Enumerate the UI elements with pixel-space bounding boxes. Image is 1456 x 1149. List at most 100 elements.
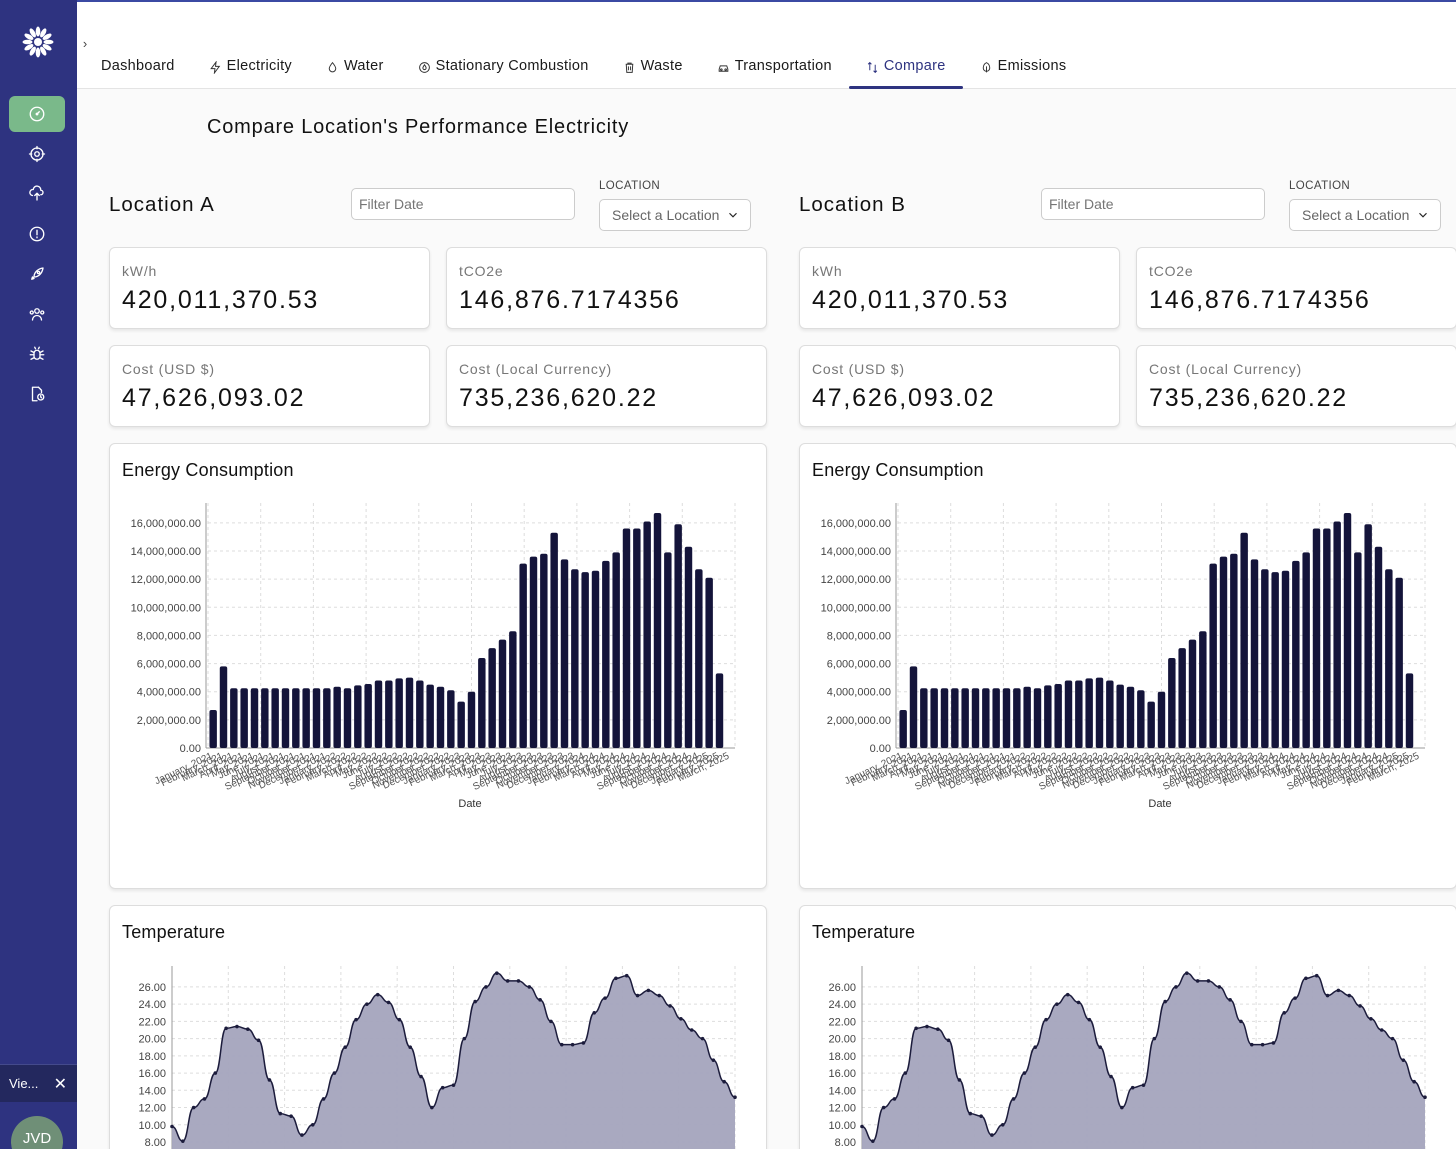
chart-bar[interactable] — [312, 688, 321, 748]
sidebar-item-dashboard[interactable] — [9, 96, 65, 132]
temperature-point[interactable] — [1011, 1097, 1016, 1101]
sidebar-item-upload[interactable] — [9, 176, 65, 212]
temperature-point[interactable] — [559, 1042, 564, 1047]
chart-bar[interactable] — [653, 513, 662, 748]
temperature-point[interactable] — [202, 1097, 207, 1101]
chart-bar[interactable] — [982, 688, 990, 748]
chart-bar[interactable] — [457, 701, 465, 748]
chart-bar[interactable] — [1333, 521, 1341, 748]
chart-bar[interactable] — [519, 563, 527, 748]
temperature-point[interactable] — [1120, 1105, 1124, 1110]
temperature-point[interactable] — [1358, 1004, 1362, 1008]
sidebar-item-reports[interactable] — [9, 376, 65, 412]
temperature-point[interactable] — [1206, 979, 1211, 983]
chart-bar[interactable] — [674, 524, 682, 748]
temperature-point[interactable] — [871, 1139, 875, 1143]
chart-bar[interactable] — [240, 688, 248, 748]
chart-bar[interactable] — [930, 688, 938, 748]
temperature-point[interactable] — [1109, 1074, 1113, 1079]
tab-electricity[interactable]: Electricity — [192, 58, 309, 89]
temperature-point[interactable] — [1141, 1083, 1146, 1087]
temperature-point[interactable] — [256, 1038, 261, 1043]
chart-bar[interactable] — [940, 688, 949, 748]
temperature-point[interactable] — [1174, 985, 1178, 989]
chart-bar[interactable] — [364, 683, 372, 748]
chart-bar[interactable] — [705, 577, 713, 748]
chart-bar[interactable] — [261, 688, 269, 748]
temperature-point[interactable] — [505, 979, 510, 983]
temperature-point[interactable] — [419, 1074, 423, 1079]
chart-bar[interactable] — [1209, 563, 1217, 748]
temperature-point[interactable] — [462, 1036, 467, 1041]
chart-bar[interactable] — [1271, 572, 1279, 748]
temperature-point[interactable] — [657, 993, 662, 998]
temperature-point[interactable] — [581, 1041, 586, 1045]
chart-bar[interactable] — [250, 688, 259, 748]
chart-bar[interactable] — [1281, 570, 1290, 748]
temperature-point[interactable] — [386, 1000, 391, 1005]
temperature-point[interactable] — [1325, 993, 1330, 998]
chart-bar[interactable] — [920, 688, 928, 748]
chart-bar[interactable] — [405, 677, 414, 748]
chart-bar[interactable] — [1157, 691, 1166, 748]
chart-bar[interactable] — [271, 688, 279, 748]
location-select[interactable]: Select a Location — [599, 199, 751, 231]
temperature-point[interactable] — [1087, 1017, 1092, 1022]
chart-bar[interactable] — [602, 560, 610, 748]
temperature-point[interactable] — [614, 976, 618, 981]
chart-bar[interactable] — [1137, 690, 1145, 748]
chart-bar[interactable] — [1188, 639, 1197, 748]
temperature-point[interactable] — [170, 1124, 174, 1129]
chart-bar[interactable] — [302, 688, 310, 748]
chart-bar[interactable] — [354, 685, 362, 748]
chart-bar[interactable] — [333, 686, 341, 748]
temperature-point[interactable] — [440, 1085, 445, 1090]
temperature-point[interactable] — [1000, 1122, 1005, 1127]
temperature-point[interactable] — [1314, 973, 1319, 978]
chart-bar[interactable] — [1199, 631, 1207, 748]
chart-bar[interactable] — [343, 688, 352, 748]
temperature-point[interactable] — [1390, 1036, 1395, 1041]
chart-bar[interactable] — [1250, 559, 1259, 748]
chart-bar[interactable] — [550, 532, 558, 748]
temperature-point[interactable] — [1239, 1019, 1243, 1024]
temperature-point[interactable] — [603, 996, 607, 1000]
chart-bar[interactable] — [219, 666, 228, 748]
chart-bar[interactable] — [622, 528, 631, 748]
temperature-point[interactable] — [1336, 988, 1341, 993]
temperature-point[interactable] — [979, 1114, 983, 1118]
chart-bar[interactable] — [1023, 686, 1031, 748]
sidebar-item-targets[interactable] — [9, 136, 65, 172]
temperature-point[interactable] — [1304, 976, 1308, 981]
temperature-point[interactable] — [495, 971, 499, 975]
chart-bar[interactable] — [1292, 560, 1300, 748]
chart-bar[interactable] — [1261, 569, 1269, 748]
chart-bar[interactable] — [643, 521, 651, 748]
chart-bar[interactable] — [571, 569, 579, 748]
temperature-point[interactable] — [1228, 998, 1232, 1002]
temperature-point[interactable] — [733, 1095, 737, 1099]
temperature-point[interactable] — [892, 1097, 897, 1101]
temperature-point[interactable] — [946, 1038, 951, 1043]
sidebar-item-alerts[interactable] — [9, 216, 65, 252]
chart-bar[interactable] — [230, 688, 238, 748]
chart-bar[interactable] — [633, 528, 641, 748]
chart-bar[interactable] — [664, 552, 672, 748]
chart-bar[interactable] — [909, 666, 918, 748]
temperature-point[interactable] — [722, 1079, 726, 1084]
temperature-point[interactable] — [1076, 1000, 1081, 1005]
chart-bar[interactable] — [1168, 657, 1176, 748]
temperature-point[interactable] — [624, 973, 629, 978]
temperature-point[interactable] — [332, 1071, 337, 1075]
chart-bar[interactable] — [961, 688, 969, 748]
chart-bar[interactable] — [292, 688, 300, 748]
temperature-point[interactable] — [1185, 971, 1189, 975]
tab-dashboard[interactable]: Dashboard — [101, 58, 192, 89]
temperature-point[interactable] — [224, 1026, 228, 1031]
chart-bar[interactable] — [1385, 569, 1393, 748]
temperature-point[interactable] — [903, 1071, 908, 1075]
temperature-point[interactable] — [1423, 1095, 1427, 1099]
temperature-point[interactable] — [935, 1027, 940, 1031]
temperature-point[interactable] — [1347, 993, 1352, 998]
temperature-point[interactable] — [1379, 1028, 1384, 1032]
